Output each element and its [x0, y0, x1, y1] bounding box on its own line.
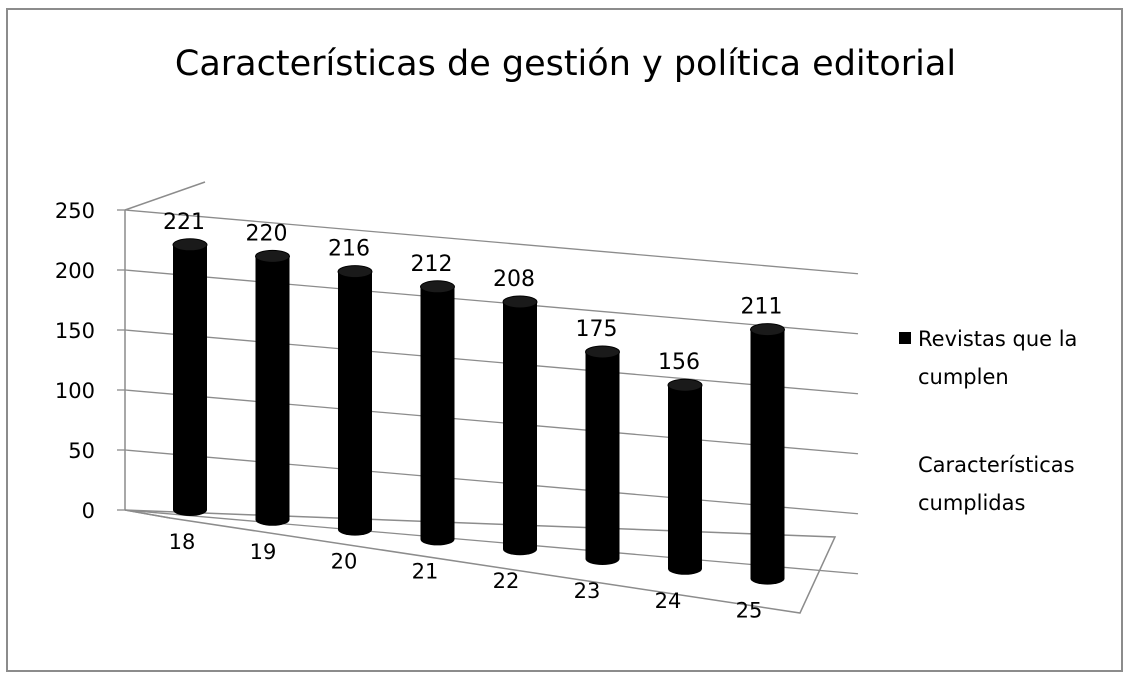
y-tick-label: 50 — [68, 439, 95, 463]
x-tick-label: 22 — [493, 569, 520, 593]
legend: Revistas que la cumplen Características … — [899, 327, 1077, 515]
data-label: 212 — [411, 252, 453, 277]
data-label: 208 — [493, 267, 535, 292]
x-tick-label: 21 — [412, 559, 439, 583]
x-tick-label: 24 — [655, 589, 682, 613]
bars — [172, 238, 785, 585]
chart-title: Características de gestión y política ed… — [174, 44, 957, 84]
data-label: 211 — [741, 295, 783, 320]
gridline — [124, 269, 859, 335]
y-axis-ticks: 0 50 100 150 200 250 — [55, 199, 125, 523]
x-tick-label: 25 — [736, 599, 763, 623]
data-label: 220 — [246, 221, 288, 246]
gridline — [124, 449, 859, 515]
data-label: 156 — [658, 350, 700, 375]
gridline — [124, 509, 859, 575]
y-tick-label: 0 — [82, 499, 95, 523]
bar — [585, 345, 620, 565]
x-axis-ticks: 18 19 20 21 22 23 24 25 — [169, 530, 763, 623]
legend-series-line-2: cumplen — [918, 365, 1009, 389]
axis-title-line-2: cumplidas — [918, 491, 1025, 515]
axis-title-line-1: Características — [918, 453, 1075, 477]
bar — [337, 265, 373, 536]
y-tick-label: 150 — [55, 319, 95, 343]
bar — [750, 323, 785, 585]
data-labels: 221 220 216 212 208 175 156 211 — [163, 210, 783, 375]
data-label: 221 — [163, 210, 205, 235]
legend-series-line-1: Revistas que la — [918, 327, 1077, 351]
bar — [502, 295, 538, 556]
y-tick-label: 100 — [55, 379, 95, 403]
y-tick-label: 200 — [55, 259, 95, 283]
bar — [255, 249, 290, 526]
gridline — [124, 329, 859, 395]
bar — [420, 280, 455, 546]
gridline — [124, 209, 859, 275]
x-tick-label: 18 — [169, 530, 196, 554]
chart-walls — [124, 181, 837, 614]
gridlines — [124, 209, 859, 575]
x-tick-label: 23 — [574, 579, 601, 603]
gridline — [124, 389, 859, 455]
x-tick-label: 19 — [250, 540, 277, 564]
bar — [667, 378, 703, 575]
legend-swatch — [899, 332, 911, 344]
x-tick-label: 20 — [331, 550, 358, 574]
bar — [172, 238, 208, 517]
y-tick-label: 250 — [55, 199, 95, 223]
data-label: 175 — [576, 317, 618, 342]
data-label: 216 — [328, 237, 370, 262]
